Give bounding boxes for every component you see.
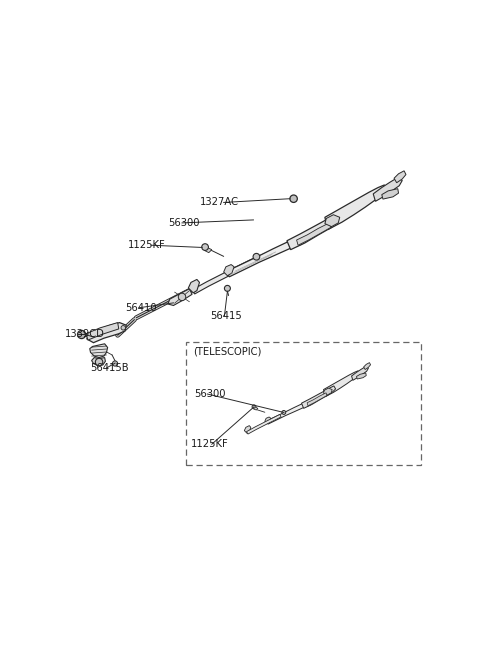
Polygon shape <box>325 215 340 227</box>
Bar <box>186 342 421 464</box>
Polygon shape <box>247 415 281 434</box>
Polygon shape <box>90 344 108 358</box>
Polygon shape <box>382 189 398 199</box>
Text: (TELESCOPIC): (TELESCOPIC) <box>193 346 262 356</box>
Circle shape <box>77 330 85 339</box>
Polygon shape <box>204 248 212 253</box>
Circle shape <box>202 244 208 250</box>
Text: 1339CD: 1339CD <box>64 329 104 339</box>
Polygon shape <box>168 289 192 305</box>
Polygon shape <box>287 211 346 250</box>
Circle shape <box>178 293 186 301</box>
Polygon shape <box>192 252 272 294</box>
Polygon shape <box>357 373 366 379</box>
Polygon shape <box>244 426 251 434</box>
Text: 56300: 56300 <box>168 218 199 228</box>
Text: 56415: 56415 <box>211 311 242 321</box>
Polygon shape <box>87 323 126 343</box>
Polygon shape <box>394 171 406 183</box>
Polygon shape <box>92 358 106 365</box>
Circle shape <box>252 405 256 409</box>
Polygon shape <box>224 265 234 276</box>
Circle shape <box>225 286 230 291</box>
Polygon shape <box>364 363 371 369</box>
Polygon shape <box>297 223 331 245</box>
Polygon shape <box>86 323 119 340</box>
Text: 1125KF: 1125KF <box>191 440 228 449</box>
Polygon shape <box>227 234 307 277</box>
Polygon shape <box>188 280 200 293</box>
Polygon shape <box>253 407 258 410</box>
Circle shape <box>253 253 260 260</box>
Polygon shape <box>307 393 327 405</box>
Circle shape <box>290 195 297 202</box>
Polygon shape <box>324 388 332 395</box>
Text: 56410: 56410 <box>125 303 157 312</box>
Polygon shape <box>351 367 368 381</box>
Text: 1125KF: 1125KF <box>128 240 166 250</box>
Polygon shape <box>266 400 313 424</box>
Polygon shape <box>265 417 271 424</box>
Polygon shape <box>373 178 402 201</box>
Text: 56300: 56300 <box>194 389 226 399</box>
Circle shape <box>282 411 286 415</box>
Circle shape <box>121 326 125 330</box>
Polygon shape <box>301 386 336 408</box>
Text: 1327AC: 1327AC <box>200 197 239 208</box>
Circle shape <box>96 358 103 365</box>
Circle shape <box>112 361 118 366</box>
Text: 56415B: 56415B <box>90 363 128 373</box>
Polygon shape <box>324 371 360 397</box>
Polygon shape <box>325 185 386 230</box>
